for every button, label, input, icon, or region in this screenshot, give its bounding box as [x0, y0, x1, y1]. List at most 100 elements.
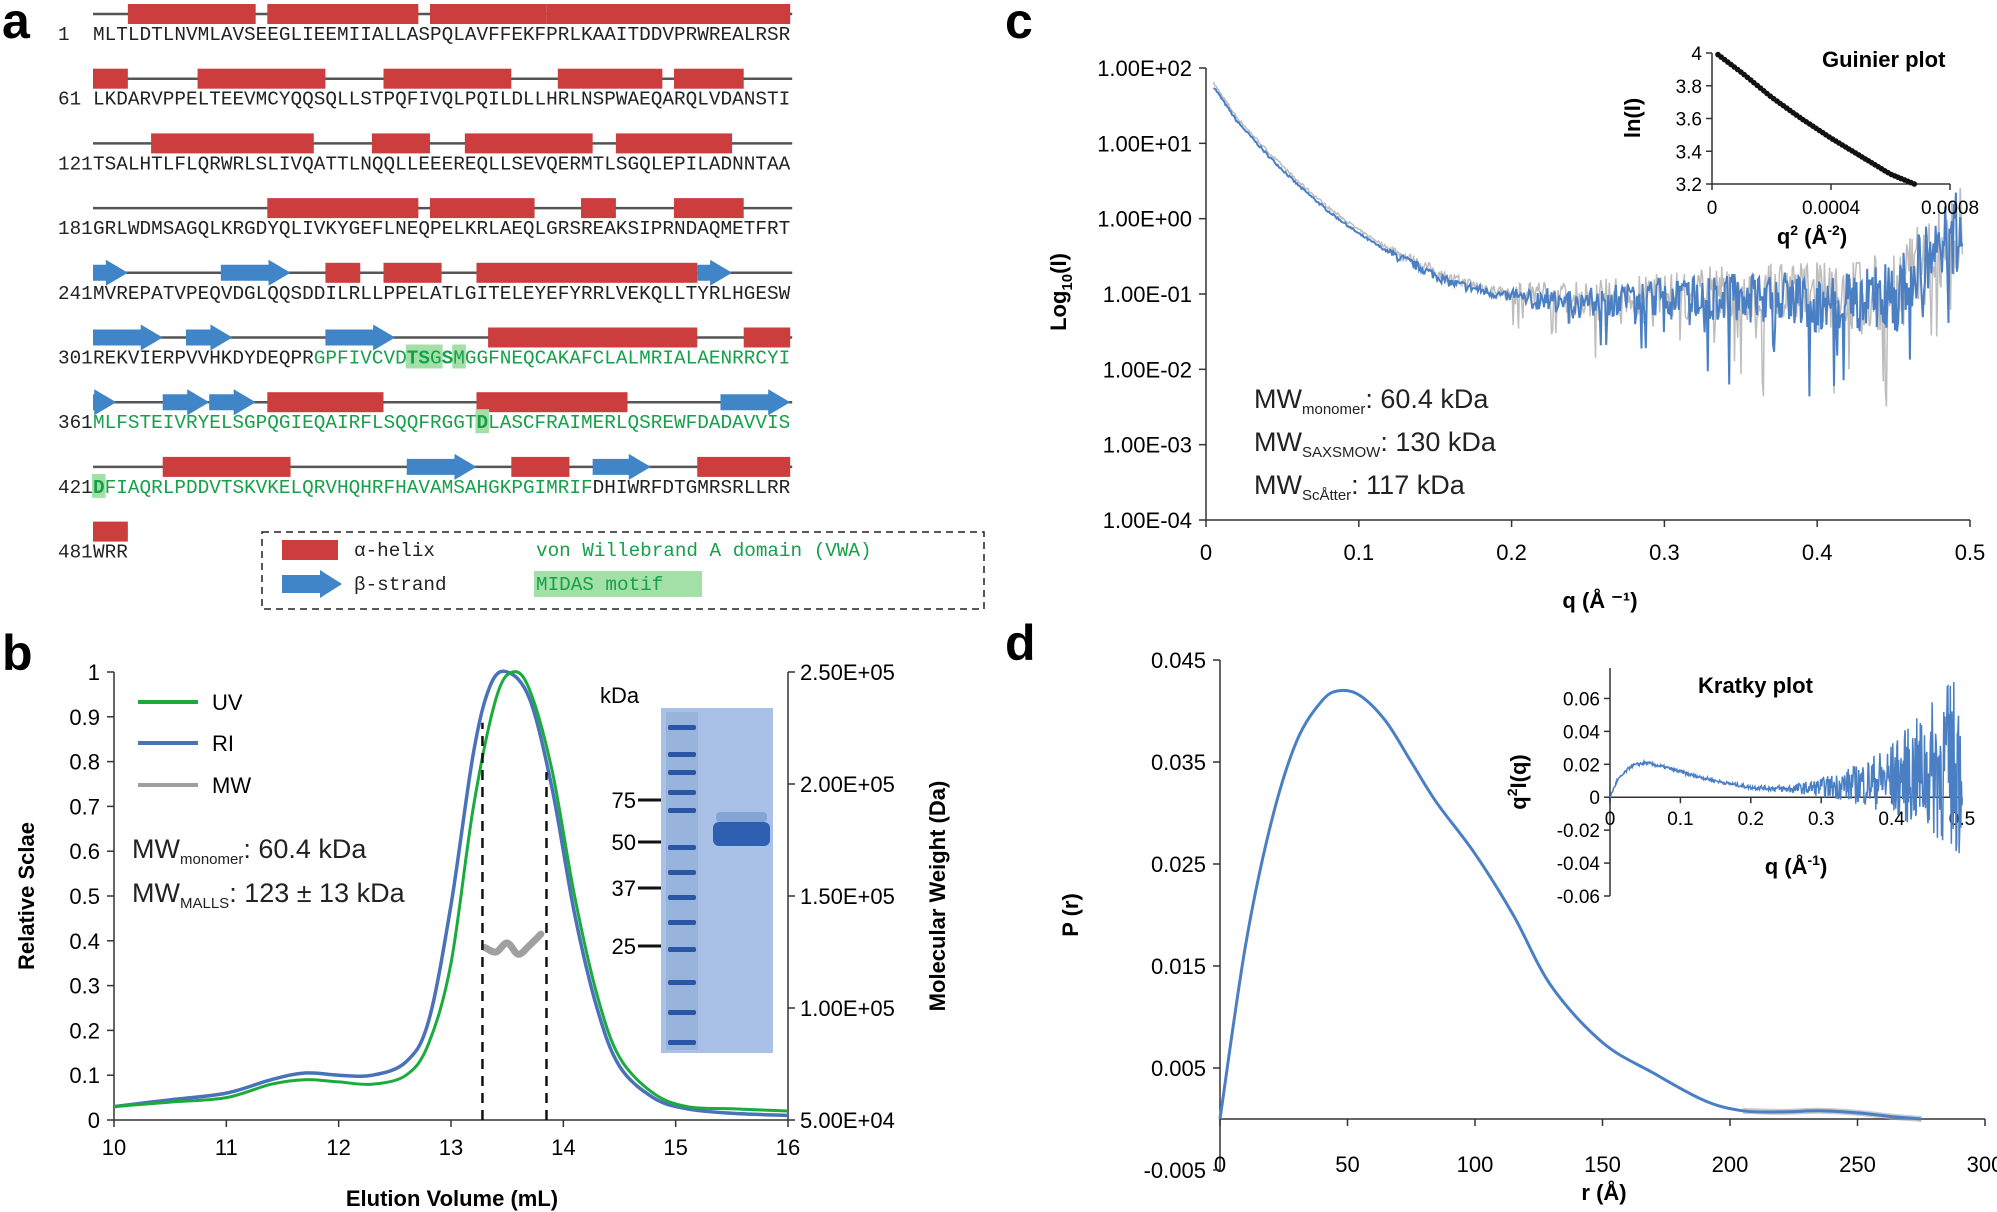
d-xlabel: r (Å) [1581, 1179, 1626, 1205]
helix-element [93, 521, 128, 542]
c-mw-annotation: MWSAXSMOW: 130 kDa [1254, 427, 1497, 461]
sequence-segment: GRLWDMSAGQLKRGDYQLIVKYGEFLNEQPELKRLAEQLG… [93, 218, 790, 240]
strand-element [592, 453, 651, 480]
sequence-row-number: 181 [58, 218, 93, 240]
sequence-segment: LASCFRAIMERLQSREWFDADAVVIS [488, 412, 790, 434]
c-mw-value: : 130 kDa [1380, 427, 1497, 457]
strand-element [93, 324, 163, 351]
b-mw-malls-main: MW [132, 878, 180, 908]
b-x-tick-label: 12 [326, 1135, 350, 1160]
b-y-tick-label: 0.9 [69, 705, 100, 730]
b-x-tick-label: 16 [776, 1135, 800, 1160]
guinier-xlabel-tail: (Å [1798, 223, 1827, 249]
b-mw-monomer-main: MW [132, 834, 180, 864]
c-xlabel: q (Å ⁻¹) [1562, 587, 1637, 613]
sequence-segment: LKDARVPPELTEEVMCYQQSQLLSTPQFIVQLPQILDLLH… [93, 89, 790, 111]
sequence-segment: FIAQRLPDDVTSKVKELQRVHQHRFHAVAMSAHGKPGIMR… [105, 477, 593, 499]
sequence-row-number: 61 [58, 89, 81, 111]
gel-ladder-band [668, 920, 696, 925]
sequence-segment: MGGFNEQCAKAFCLALMRIALAENRRCYI [453, 348, 790, 370]
panel-label-c: c [1005, 0, 1033, 49]
sequence-segment: D [93, 477, 105, 499]
d-y-tick-label: 0.045 [1151, 648, 1206, 673]
c-scattering-curve [1212, 87, 1964, 397]
kratky-xlabel-sup: -1 [1807, 852, 1820, 868]
legend-vwa-label: von Willebrand A domain (VWA) [536, 540, 872, 562]
b-y-tick-label: 0.7 [69, 794, 100, 819]
b-y-tick-label: 0 [88, 1108, 100, 1133]
c-y-tick-label: 1.00E+01 [1097, 131, 1192, 156]
sequence-panel: 1 MLTLDTLNVMLAVSEEGLIEEMIIALLASPQLAVFFEKF… [58, 4, 793, 564]
panel-label-b: b [2, 625, 33, 681]
strand-element [162, 389, 210, 416]
c-mw-value: : 117 kDa [1351, 470, 1466, 500]
b-ylabel: Relative Sclae [14, 822, 39, 970]
guinier-y-tick-label: 4 [1691, 44, 1702, 65]
helix-element [615, 133, 733, 154]
sequence-row-text: GRLWDMSAGQLKRGDYQLIVKYGEFLNEQPELKRLAEQLG… [93, 218, 790, 240]
sequence-row-text: MLTLDTLNVMLAVSEEGLIEEMIIALLASPQLAVFFEKFP… [93, 24, 791, 46]
helix-element [743, 327, 791, 348]
kratky-title: Kratky plot [1698, 673, 1814, 698]
guinier-y-tick-label: 3.8 [1676, 77, 1702, 98]
kratky-x-tick-label: 0.1 [1667, 809, 1693, 830]
sequence-segment: WRR [93, 542, 128, 564]
helix-element [267, 392, 384, 413]
sequence-segment: DHIWRFDTGMRSRLLRR [593, 477, 791, 499]
gel-ladder-band [668, 1010, 696, 1015]
kratky-y-tick-label: 0.04 [1563, 722, 1600, 743]
legend-frame [261, 531, 985, 610]
d-x-tick-label: 50 [1335, 1152, 1359, 1177]
guinier-xlabel: q2 (Å-2) [1777, 222, 1847, 249]
kratky-x-tick-label: 0.3 [1808, 809, 1834, 830]
b-y-tick-label: 0.4 [69, 929, 100, 954]
gel-marker-label: 25 [612, 934, 636, 959]
gel-ladder-band [668, 770, 696, 775]
kratky-y-tick-label: -0.06 [1557, 887, 1600, 908]
b-mw-curve [481, 930, 545, 958]
c-x-tick-label: 0.5 [1955, 540, 1986, 565]
c-mw-annotation: MWScÅtter: 117 kDa [1254, 470, 1466, 504]
guinier-ticks: 0 0.0004 0.0008 4 3.8 3.6 3.4 3.2 [1676, 44, 1979, 219]
b-mw-monomer-sub: monomer [180, 851, 243, 868]
c-mw-value: : 60.4 kDa [1365, 384, 1489, 414]
helix-element [674, 198, 744, 219]
strand-element [220, 259, 291, 286]
sequence-row-text: DFIAQRLPDDVTSKVKELQRVHQHRFHAVAMSAHGKPGIM… [93, 477, 791, 499]
b-legend-mw-label: MW [212, 773, 251, 798]
helix-element [127, 4, 256, 24]
c-x-tick-label: 0.2 [1496, 540, 1527, 565]
b-x-tick-label: 11 [215, 1135, 238, 1160]
helix-element [371, 133, 430, 154]
sequence-segment: D [476, 412, 488, 434]
c-ylabel-tail: (I) [1046, 253, 1071, 274]
d-pr-curve [1218, 688, 1922, 1121]
b-x-tick-label: 14 [551, 1135, 575, 1160]
kratky-ylabel-tail: I(q) [1506, 754, 1531, 788]
helix-element [93, 68, 128, 89]
helix-element [162, 456, 291, 477]
strand-element [93, 389, 117, 416]
b-legend-ri-label: RI [212, 731, 234, 756]
c-ylabel-main: Log [1046, 291, 1071, 331]
b-y2-tick-label: 1.50E+05 [800, 884, 895, 909]
kratky-xlabel-end: ) [1820, 854, 1827, 879]
b-y2-tick-label: 5.00E+04 [800, 1108, 895, 1133]
gel-ladder-band [668, 752, 696, 757]
sequence-row-number: 481 [58, 542, 93, 564]
kratky-y-tick-label: 0 [1589, 788, 1600, 809]
guinier-x-tick-label: 0.0004 [1802, 198, 1861, 219]
c-y-tick-label: 1.00E-02 [1103, 357, 1192, 382]
gel-marker-label: 37 [612, 876, 636, 901]
legend-midas-label: MIDAS motif [536, 574, 663, 596]
b-y-tick-label: 0.1 [69, 1063, 100, 1088]
guinier-xlabel-sup: 2 [1790, 222, 1798, 238]
midas-highlight [428, 344, 443, 369]
c-x-tick-label: 0.3 [1649, 540, 1680, 565]
helix-element [429, 4, 547, 24]
b-ri-curve [113, 669, 789, 1118]
gel-ladder-band [668, 808, 696, 813]
b-mw-malls-value: : 123 ± 13 kDa [229, 878, 405, 908]
gel-ladder-band [668, 790, 696, 795]
sec-malls-panel: 10 11 12 13 14 15 16 0 0.1 0.2 0.3 0.4 0.5 0.6 0.7 0.8 0… [14, 660, 950, 1211]
